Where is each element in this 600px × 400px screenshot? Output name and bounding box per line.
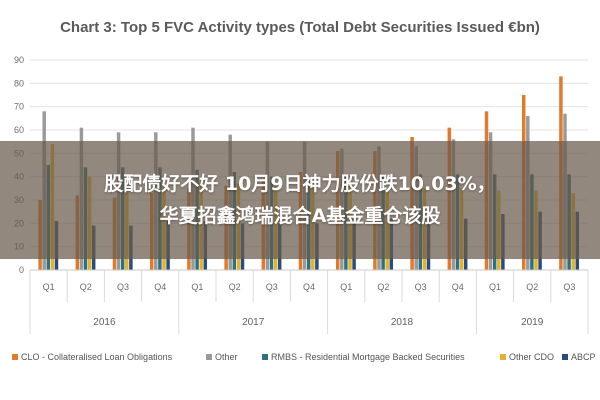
legend-item: RMBS - Residential Mortgage Backed Secur… <box>262 352 465 362</box>
x-tick-label: Q1 <box>489 282 501 292</box>
x-tick-label: Q2 <box>377 282 389 292</box>
chart-title: Chart 3: Top 5 FVC Activity types (Total… <box>60 19 540 36</box>
x-tick-label: Q1 <box>191 282 203 292</box>
legend-item: Other <box>206 352 238 362</box>
legend-label: CLO - Collateralised Loan Obligations <box>21 352 173 362</box>
legend-swatch <box>562 354 568 360</box>
legend-item: CLO - Collateralised Loan Obligations <box>12 352 173 362</box>
x-tick-label: Q2 <box>229 282 241 292</box>
x-tick-label: Q4 <box>452 282 464 292</box>
x-tick-label: Q2 <box>80 282 92 292</box>
legend-swatch <box>206 354 212 360</box>
x-tick-label: Q4 <box>154 282 166 292</box>
year-label: 2019 <box>521 317 544 328</box>
y-tick-label: 70 <box>14 102 24 112</box>
x-tick-label: Q1 <box>340 282 352 292</box>
y-tick-label: 0 <box>19 265 24 275</box>
legend-label: Other <box>215 352 238 362</box>
x-tick-label: Q2 <box>526 282 538 292</box>
legend-label: Other CDO <box>509 352 554 362</box>
x-tick-label: Q1 <box>43 282 55 292</box>
legend-label: ABCP <box>571 352 596 362</box>
year-label: 2016 <box>93 317 116 328</box>
x-tick-label: Q4 <box>303 282 315 292</box>
y-tick-label: 60 <box>14 125 24 135</box>
legend-swatch <box>12 354 18 360</box>
y-tick-label: 90 <box>14 55 24 65</box>
legend-swatch <box>262 354 268 360</box>
headline-line-1: 股配债好不好 10月9日神力股份跌10.03%， <box>104 173 496 195</box>
year-label: 2018 <box>391 317 414 328</box>
headline-line-2: 华夏招鑫鸿瑞混合A基金重仓该股 <box>159 205 441 227</box>
legend-swatch <box>500 354 506 360</box>
x-tick-label: Q3 <box>266 282 278 292</box>
legend: CLO - Collateralised Loan Obligations Oth… <box>12 352 596 362</box>
year-label: 2017 <box>242 317 265 328</box>
x-tick-label: Q3 <box>415 282 427 292</box>
x-tick-label: Q3 <box>563 282 575 292</box>
legend-label: RMBS - Residential Mortgage Backed Secur… <box>271 352 465 362</box>
x-tick-label: Q3 <box>117 282 129 292</box>
headline-overlay: 股配债好不好 10月9日神力股份跌10.03%， 华夏招鑫鸿瑞混合A基金重仓该股 <box>0 141 600 259</box>
legend-item: Other CDO <box>500 352 554 362</box>
legend-item: ABCP <box>562 352 596 362</box>
y-tick-label: 80 <box>14 78 24 88</box>
